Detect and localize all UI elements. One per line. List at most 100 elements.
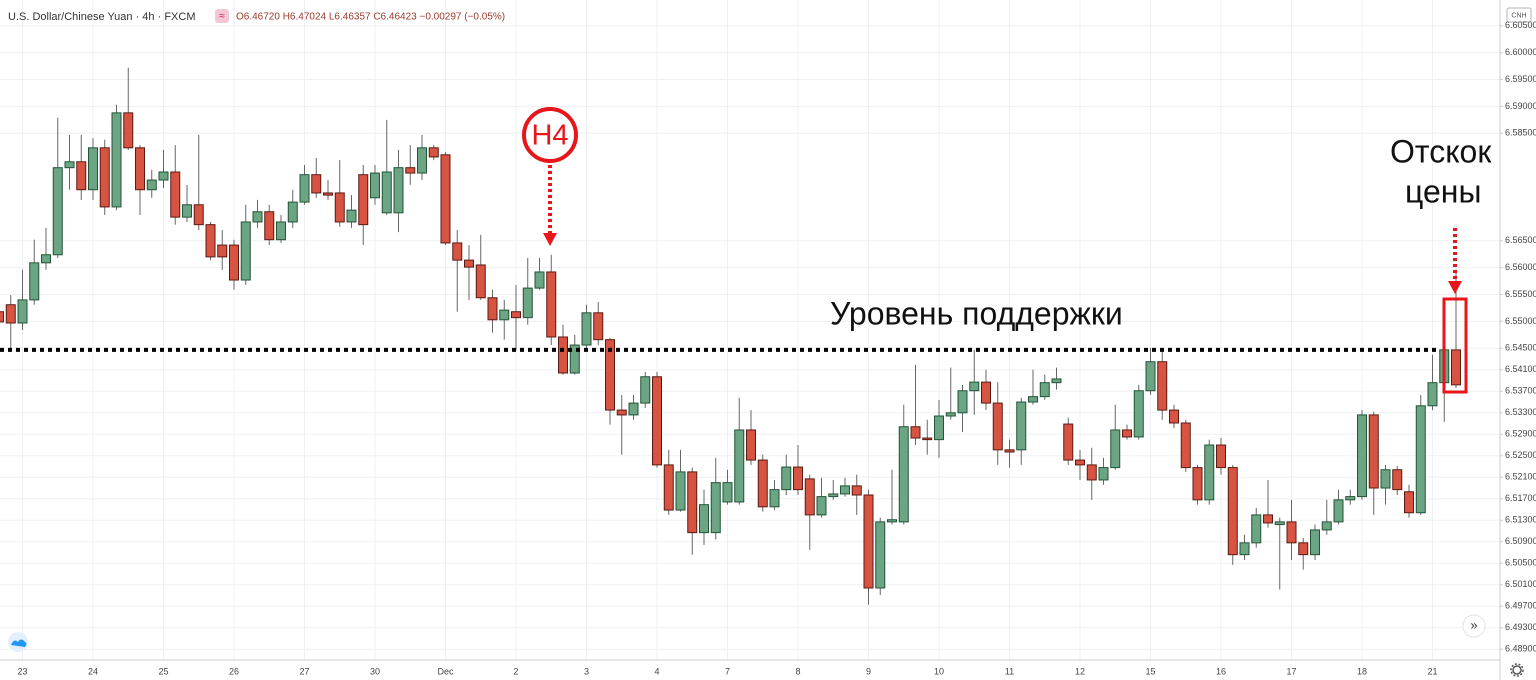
x-tick-label: 9 [866, 666, 871, 676]
candle-body [511, 311, 521, 319]
x-tick-label: 16 [1216, 666, 1226, 676]
candle-body [851, 485, 862, 496]
plot-area [0, 67, 1461, 605]
y-tick-label: 6.55500 [1505, 289, 1536, 299]
candle-body [675, 471, 686, 511]
candle-body [1227, 467, 1238, 556]
y-tick-label: 6.52100 [1505, 472, 1536, 482]
x-tick-label: 3 [584, 666, 589, 676]
candle-body [499, 309, 510, 321]
candle-body [1169, 409, 1179, 424]
candle-body [793, 466, 803, 491]
y-tick-label: 6.48900 [1505, 644, 1536, 654]
x-tick-label: 17 [1286, 666, 1296, 676]
candle-body [1180, 422, 1191, 469]
highlight-box [1442, 297, 1468, 394]
x-tick-label: Dec [437, 666, 454, 676]
candle-body [1298, 542, 1309, 556]
candle-body [804, 478, 815, 516]
bounce-arrow-head [1448, 281, 1462, 294]
x-tick-label: 27 [299, 666, 309, 676]
candle-body [346, 209, 357, 223]
candle-body [123, 112, 134, 149]
candle-body [358, 174, 369, 226]
candle-body [1321, 521, 1332, 531]
candle-body [1310, 529, 1320, 556]
candle-body [1216, 444, 1226, 469]
y-tick-label: 6.54500 [1505, 343, 1536, 353]
candle-body [1122, 429, 1132, 438]
candle-body [769, 489, 780, 508]
candle-body [417, 147, 427, 174]
candle-body [440, 154, 451, 244]
candle-body [464, 259, 474, 268]
ohlc-legend: O6.46720 H6.47024 L6.46357 C6.46423 −0.0… [236, 12, 505, 23]
candle-body [475, 264, 486, 299]
candle-body [734, 429, 745, 503]
x-tick-label: 24 [88, 666, 98, 676]
y-tick-label: 6.50900 [1505, 536, 1536, 546]
candle-body [1051, 378, 1062, 384]
candle-body [1427, 382, 1438, 407]
candle-body [558, 336, 568, 374]
candle-body [757, 459, 768, 508]
indicator-icon[interactable] [215, 9, 229, 23]
candle-body [99, 147, 110, 208]
candle-body [193, 204, 204, 226]
x-tick-label: 23 [17, 666, 27, 676]
candle-body [1357, 414, 1367, 498]
scroll-button-glyph: » [1470, 617, 1477, 632]
candle-body [616, 409, 627, 416]
y-tick-label: 6.59500 [1505, 74, 1536, 84]
scroll-button[interactable] [1462, 614, 1486, 638]
candle-body [687, 471, 698, 534]
candle-body [17, 299, 28, 324]
candle-body [1016, 401, 1027, 451]
y-tick-label: 6.55000 [1505, 316, 1536, 326]
candle-body [546, 271, 557, 338]
candle-body [863, 494, 874, 589]
candle-body [816, 496, 827, 516]
x-tick-label: 25 [158, 666, 168, 676]
candle-body [1145, 361, 1156, 392]
candle-body [41, 254, 51, 264]
y-tick-label: 6.53300 [1505, 407, 1536, 417]
candle-body [887, 519, 897, 523]
chart-title: U.S. Dollar/Chinese Yuan · 4h · FXCM [8, 11, 195, 23]
candle-body [840, 485, 850, 495]
candle-body [1451, 349, 1461, 386]
candle-body [1098, 467, 1109, 481]
candle-body [393, 167, 404, 214]
candle-body [299, 174, 310, 203]
candle-body [1392, 469, 1403, 491]
x-tick-label: 10 [934, 666, 944, 676]
candle-body [311, 174, 322, 194]
candle-body [323, 192, 333, 196]
settings-gear-teeth [1510, 663, 1524, 677]
candle-body [334, 192, 345, 223]
candle-body [64, 161, 75, 169]
candle-body [29, 262, 40, 301]
candle-body [1333, 499, 1344, 523]
candle-body [992, 402, 1003, 451]
candle-body [146, 179, 157, 191]
candle-body [1133, 390, 1144, 438]
support-label: Уровень поддержки [830, 295, 1123, 331]
symbol-badge-text: CNH [1511, 12, 1526, 19]
x-tick-label: 8 [795, 666, 800, 676]
candle-body [1028, 396, 1038, 403]
candle-body [487, 297, 498, 321]
bounce-label: цены [1405, 173, 1481, 209]
candle-body [5, 304, 16, 324]
h4-circle [522, 107, 578, 163]
candle-body [699, 504, 709, 534]
y-tick-label: 6.49300 [1505, 622, 1536, 632]
x-tick-label: 15 [1145, 666, 1155, 676]
settings-button[interactable] [1512, 665, 1522, 675]
y-tick-label: 6.60500 [1505, 20, 1536, 30]
candle-body [910, 426, 921, 439]
candle-body [264, 211, 275, 241]
candle-body [1251, 514, 1262, 544]
candle-body [1039, 382, 1050, 398]
